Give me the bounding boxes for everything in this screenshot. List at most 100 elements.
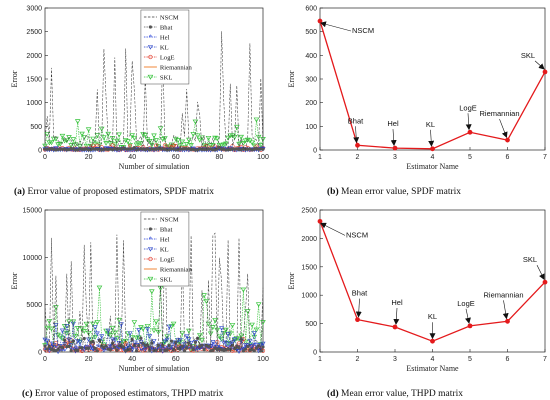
marker-skl	[44, 131, 50, 137]
marker-skl	[125, 139, 131, 145]
y-axis-label: Error	[10, 272, 19, 289]
annotation-arrow	[536, 265, 545, 281]
mean-point-hel	[392, 324, 398, 330]
mean-point-nscm	[317, 218, 323, 224]
marker-bhat	[134, 349, 139, 353]
marker-bhat	[182, 349, 187, 353]
marker-bhat	[132, 344, 136, 348]
caption-text: Error value of proposed estimators, THPD…	[33, 388, 224, 399]
marker-skl	[90, 321, 96, 327]
marker-bhat	[121, 345, 126, 349]
marker-hel: *	[231, 345, 235, 353]
marker-bhat	[137, 343, 141, 348]
marker-skl	[122, 138, 129, 143]
marker-skl	[223, 327, 229, 333]
x-tick-label: 20	[85, 154, 93, 161]
marker-hel: *	[172, 348, 176, 356]
legend-label-skl: SKL	[160, 276, 172, 283]
marker-skl	[101, 135, 107, 141]
y-tick-label: 500	[305, 321, 317, 328]
marker-bhat	[202, 348, 206, 352]
marker-bhat	[82, 336, 86, 341]
marker-hel: *	[168, 346, 172, 354]
marker-skl	[116, 317, 122, 323]
marker-skl	[131, 135, 138, 141]
marker-skl	[57, 141, 64, 147]
marker-hel: *	[65, 345, 69, 353]
annotation-arrow	[465, 113, 472, 131]
marker-skl	[251, 143, 258, 149]
x-tick-label: 60	[172, 356, 180, 363]
marker-skl	[140, 326, 146, 332]
marker-skl	[92, 334, 98, 340]
caption-text: Mean error value, SPDF matrix	[339, 187, 462, 197]
marker-hel: *	[224, 343, 228, 351]
marker-hel: *	[183, 344, 187, 352]
annotation-loge: LogE	[457, 299, 475, 308]
marker-skl	[129, 335, 136, 341]
marker-bhat	[158, 348, 163, 352]
marker-skl	[42, 143, 48, 149]
marker-bhat	[185, 346, 189, 350]
x-tick-label: 5	[468, 356, 472, 363]
legend-label-kl: KL	[160, 246, 169, 253]
marker-hel: *	[122, 345, 126, 353]
panel-caption: (a) Error value of proposed estimators, …	[14, 186, 214, 197]
marker-hel: *	[126, 344, 130, 352]
marker-bhat	[47, 345, 51, 349]
marker-hel: *	[163, 345, 167, 353]
x-tick-label: 0	[43, 356, 47, 363]
marker-skl	[210, 143, 216, 149]
x-tick-label: 7	[543, 356, 547, 363]
mean-error-line	[319, 20, 546, 150]
x-tick-label: 1	[318, 356, 322, 363]
y-tick-label: 5000	[26, 302, 42, 309]
marker-kl	[70, 321, 76, 327]
panel-b: 1 2 3 4 5 6 7 0 100 200 300 400 500 600 Estimator Name…	[287, 6, 548, 197]
marker-bhat	[148, 348, 152, 352]
mean-point-bhat	[355, 317, 360, 323]
marker-bhat	[259, 349, 263, 353]
marker-kl	[147, 45, 153, 50]
x-tick-label: 6	[506, 154, 510, 161]
marker-skl	[196, 137, 203, 143]
marker-skl	[153, 319, 159, 325]
marker-bhat	[108, 348, 112, 352]
series-line-skl	[44, 287, 264, 350]
marker-skl	[140, 132, 146, 137]
x-tick-label: 100	[257, 356, 269, 363]
annotation-bhat: Bhat	[352, 289, 368, 298]
marker-skl	[234, 124, 240, 130]
panel-caption: (d) Mean error value, THPD matrix	[327, 388, 463, 399]
marker-skl	[83, 321, 90, 327]
marker-skl	[255, 134, 262, 140]
marker-skl	[107, 141, 114, 147]
annotation-riemannian: Riemannian	[483, 290, 523, 299]
marker-hel: *	[209, 345, 213, 353]
marker-hel: *	[91, 347, 95, 355]
marker-hel: *	[43, 347, 47, 355]
x-tick-label: 20	[85, 356, 93, 363]
series-line-nscm	[44, 232, 264, 353]
legend-label-kl: KL	[160, 44, 169, 51]
x-tick-label: 5	[468, 154, 472, 161]
marker-skl	[103, 140, 109, 146]
marker-kl	[168, 345, 174, 350]
marker-hel: *	[93, 347, 97, 355]
marker-kl	[166, 324, 172, 330]
annotation-arrow	[499, 118, 508, 138]
marker-skl	[149, 142, 155, 148]
y-tick-label: 200	[305, 100, 317, 107]
marker-hel: *	[187, 345, 191, 353]
annotation-arrow	[390, 129, 397, 147]
marker-skl	[116, 132, 122, 138]
marker-skl	[48, 326, 55, 332]
marker-bhat	[67, 344, 71, 348]
marker-hel: *	[189, 345, 193, 353]
marker-kl	[219, 326, 225, 331]
marker-kl	[44, 338, 50, 344]
y-tick-label: 100	[305, 124, 317, 131]
y-tick-label: 2500	[301, 208, 317, 215]
marker-skl	[96, 142, 103, 148]
annotation-arrow	[502, 300, 509, 320]
